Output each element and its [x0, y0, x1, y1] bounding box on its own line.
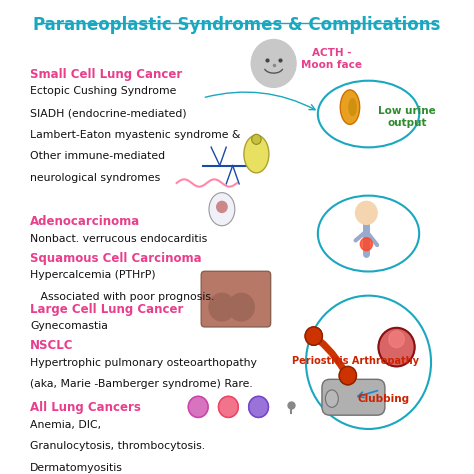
Text: Associated with poor prognosis.: Associated with poor prognosis. — [30, 292, 214, 302]
Text: neurological syndromes: neurological syndromes — [30, 173, 160, 183]
Text: Gynecomastia: Gynecomastia — [30, 321, 108, 331]
FancyBboxPatch shape — [322, 379, 385, 415]
Ellipse shape — [325, 390, 338, 407]
Ellipse shape — [340, 90, 360, 124]
Text: Large Cell Lung Cancer: Large Cell Lung Cancer — [30, 302, 183, 316]
Circle shape — [249, 396, 268, 418]
Circle shape — [360, 237, 373, 251]
Ellipse shape — [209, 192, 235, 226]
Text: Squamous Cell Carcinoma: Squamous Cell Carcinoma — [30, 252, 201, 265]
Circle shape — [389, 331, 404, 347]
Text: All Lung Cancers: All Lung Cancers — [30, 401, 141, 414]
Ellipse shape — [244, 135, 269, 173]
Text: Anemia, DIC,: Anemia, DIC, — [30, 420, 101, 430]
Circle shape — [219, 396, 238, 418]
Text: Nonbact. verrucous endocarditis: Nonbact. verrucous endocarditis — [30, 234, 207, 244]
Text: Small Cell Lung Cancer: Small Cell Lung Cancer — [30, 68, 182, 81]
Ellipse shape — [348, 98, 357, 116]
Text: SIADH (endocrine-mediated): SIADH (endocrine-mediated) — [30, 108, 187, 118]
Circle shape — [217, 201, 227, 212]
Text: Ectopic Cushing Syndrome: Ectopic Cushing Syndrome — [30, 86, 176, 96]
Text: Periostitis Arthropathy: Periostitis Arthropathy — [292, 356, 419, 366]
Circle shape — [251, 39, 296, 87]
Text: Other immune-mediated: Other immune-mediated — [30, 151, 165, 161]
Text: Hypercalcemia (PTHrP): Hypercalcemia (PTHrP) — [30, 270, 155, 280]
Circle shape — [209, 293, 235, 321]
Circle shape — [228, 293, 254, 321]
Text: Lambert-Eaton myastenic syndrome &: Lambert-Eaton myastenic syndrome & — [30, 130, 240, 140]
Text: Clubbing: Clubbing — [357, 394, 410, 404]
Text: Granulocytosis, thrombocytosis.: Granulocytosis, thrombocytosis. — [30, 441, 205, 451]
Text: Dermatomyositis: Dermatomyositis — [30, 463, 123, 473]
Text: NSCLC: NSCLC — [30, 339, 73, 352]
Text: Low urine
output: Low urine output — [378, 107, 436, 128]
Circle shape — [305, 327, 322, 345]
Text: ACTH -
Moon face: ACTH - Moon face — [301, 48, 362, 70]
Text: Hypertrophic pulmonary osteoarthopathy: Hypertrophic pulmonary osteoarthopathy — [30, 358, 257, 368]
Text: Paraneoplastic Syndromes & Complications: Paraneoplastic Syndromes & Complications — [33, 16, 441, 34]
Circle shape — [378, 328, 415, 366]
Ellipse shape — [252, 134, 261, 145]
Text: Adenocarcinoma: Adenocarcinoma — [30, 215, 140, 228]
Circle shape — [356, 201, 377, 224]
Text: (aka, Marie -Bamberger syndrome) Rare.: (aka, Marie -Bamberger syndrome) Rare. — [30, 379, 253, 389]
FancyBboxPatch shape — [201, 271, 271, 327]
Circle shape — [339, 366, 356, 385]
Circle shape — [188, 396, 208, 418]
